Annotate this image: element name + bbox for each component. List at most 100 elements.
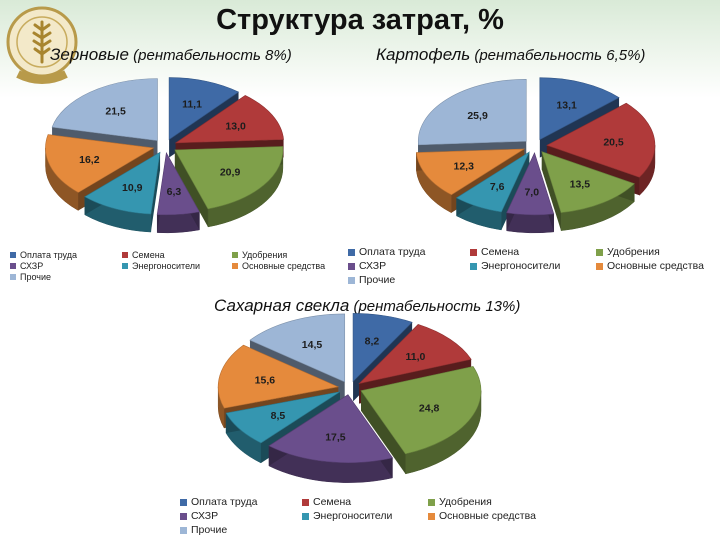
legend-item: Основные средства: [428, 510, 536, 522]
legend-label: Оплата труда: [191, 496, 258, 508]
legend-label: Удобрения: [439, 496, 492, 508]
header-band: [0, 0, 720, 98]
slice-value-label: 21,5: [105, 106, 126, 118]
slice-value-label: 8,5: [271, 410, 286, 422]
ministry-logo: [6, 6, 78, 84]
legend-item: Оплата труда: [180, 496, 257, 508]
legend-label: Основные средства: [242, 261, 326, 271]
legend-label: Оплата труда: [359, 246, 426, 258]
pie-slice-Оплата-труда: [352, 313, 413, 383]
legend-swatch: [470, 262, 477, 270]
legend-item: Удобрения: [428, 496, 492, 508]
legend-label: Энергоносители: [132, 261, 201, 271]
slice-value-label: 12,3: [454, 161, 475, 173]
legend-item: Прочие: [180, 524, 227, 536]
legend-item: Прочие: [10, 272, 51, 282]
legend-swatch: [428, 498, 435, 506]
legend-swatch: [10, 252, 16, 258]
legend-swatch: [302, 498, 309, 506]
pie-slice-Семена: [546, 102, 656, 178]
legend-swatch: [596, 262, 603, 270]
legend-grain: Оплата труда Семена Удобрения СХЗР Энергонос…: [10, 250, 350, 290]
legend-item: Основные средства: [232, 261, 325, 271]
legend-label: СХЗР: [191, 510, 219, 522]
slice-value-label: 25,9: [467, 110, 488, 122]
legend-swatch: [122, 263, 128, 269]
legend-swatch: [348, 248, 355, 256]
pie-chart-grain: 11,1 13,0 20,9 6,3 10,9 16,2 21,5: [45, 77, 284, 234]
pie-slice-Энергоносители: [455, 151, 530, 213]
pie-slice-СХЗР: [156, 151, 200, 216]
legend-swatch: [348, 276, 355, 284]
legend-item: Семена: [302, 496, 351, 508]
slice-value-label: 10,9: [122, 182, 143, 194]
legend-item: Энергоносители: [302, 510, 392, 522]
legend-label: Семена: [132, 250, 165, 260]
legend-swatch: [232, 252, 238, 258]
pie-slice-Удобрения: [360, 366, 482, 455]
pie-slice-Прочие: [51, 78, 158, 141]
chart-title-potato-name: Картофель: [376, 45, 471, 64]
pie-slice-Семена: [358, 324, 472, 385]
slide-title: Структура затрат, %: [216, 4, 504, 36]
slice-value-label: 20,9: [220, 167, 241, 179]
slice-value-label: 11,0: [406, 351, 426, 363]
slice-value-label: 7,6: [490, 181, 505, 193]
legend-item: Удобрения: [596, 246, 660, 258]
legend-label: Семена: [481, 246, 520, 258]
legend-item: Оплата труда: [348, 246, 425, 258]
legend-label: Прочие: [359, 274, 396, 286]
slice-value-label: 7,0: [524, 186, 539, 198]
pie-slice-Оплата-труда: [539, 77, 620, 141]
legend-label: Прочие: [20, 272, 52, 282]
legend-item: Семена: [122, 250, 165, 260]
slice-value-label: 13,5: [570, 178, 591, 190]
legend-swatch: [180, 512, 187, 520]
chart-title-grain-profit: (рентабельность 8%): [133, 47, 292, 64]
slice-value-label: 13,0: [225, 121, 246, 133]
legend-item: Основные средства: [596, 260, 704, 272]
chart-title-beet: Сахарная свекла (рентабельность 13%): [214, 296, 520, 316]
legend-label: Энергоносители: [313, 510, 393, 522]
pie-slice-Удобрения: [174, 146, 284, 210]
slice-value-label: 17,5: [325, 431, 346, 443]
legend-swatch: [348, 262, 355, 270]
chart-title-potato-profit: (рентабельность 6,5%): [474, 47, 646, 64]
legend-item: Энергоносители: [470, 260, 560, 272]
pie-slice-СХЗР: [268, 394, 393, 463]
slice-value-label: 8,2: [365, 336, 380, 348]
legend-item: Энергоносители: [122, 261, 200, 271]
legend-label: СХЗР: [359, 260, 387, 272]
pie-slice-Основные-средства: [416, 148, 526, 196]
pie-slice-Прочие: [249, 313, 346, 383]
legend-label: Удобрения: [607, 246, 660, 258]
legend-swatch: [428, 512, 435, 520]
slice-value-label: 24,8: [419, 403, 440, 415]
legend-swatch: [180, 526, 187, 534]
pie-slice-Энергоносители: [225, 391, 341, 444]
pie-chart-potato: 13,1 20,5 13,5 7,0 7,6 12,3 25,9: [416, 77, 656, 234]
slice-value-label: 15,6: [255, 375, 276, 387]
legend-item: Прочие: [348, 274, 395, 286]
legend-label: Основные средства: [607, 260, 704, 272]
legend-item: Семена: [470, 246, 519, 258]
slice-value-label: 13,1: [556, 99, 577, 111]
slice-value-label: 6,3: [167, 186, 182, 198]
pie-slice-СХЗР: [506, 152, 555, 216]
legend-item: Оплата труда: [10, 250, 77, 260]
legend-label: Удобрения: [242, 250, 288, 260]
legend-item: СХЗР: [348, 260, 386, 272]
chart-title-grain-name: Зерновые: [50, 45, 129, 64]
pie-slice-Семена: [174, 95, 284, 144]
pie-slice-Удобрения: [541, 151, 635, 214]
legend-swatch: [302, 512, 309, 520]
chart-title-beet-name: Сахарная свекла: [214, 296, 350, 315]
pie-slice-Основные-средства: [217, 344, 340, 409]
pie-chart-beet: 8,2 11,0 24,8 17,5 8,5 15,6 14,5: [217, 313, 482, 483]
legend-swatch: [596, 248, 603, 256]
pie-slice-Основные-средства: [45, 134, 155, 193]
slice-value-label: 11,1: [182, 98, 202, 110]
legend-swatch: [232, 263, 238, 269]
legend-label: Прочие: [191, 524, 228, 536]
chart-title-potato: Картофель (рентабельность 6,5%): [376, 45, 645, 65]
